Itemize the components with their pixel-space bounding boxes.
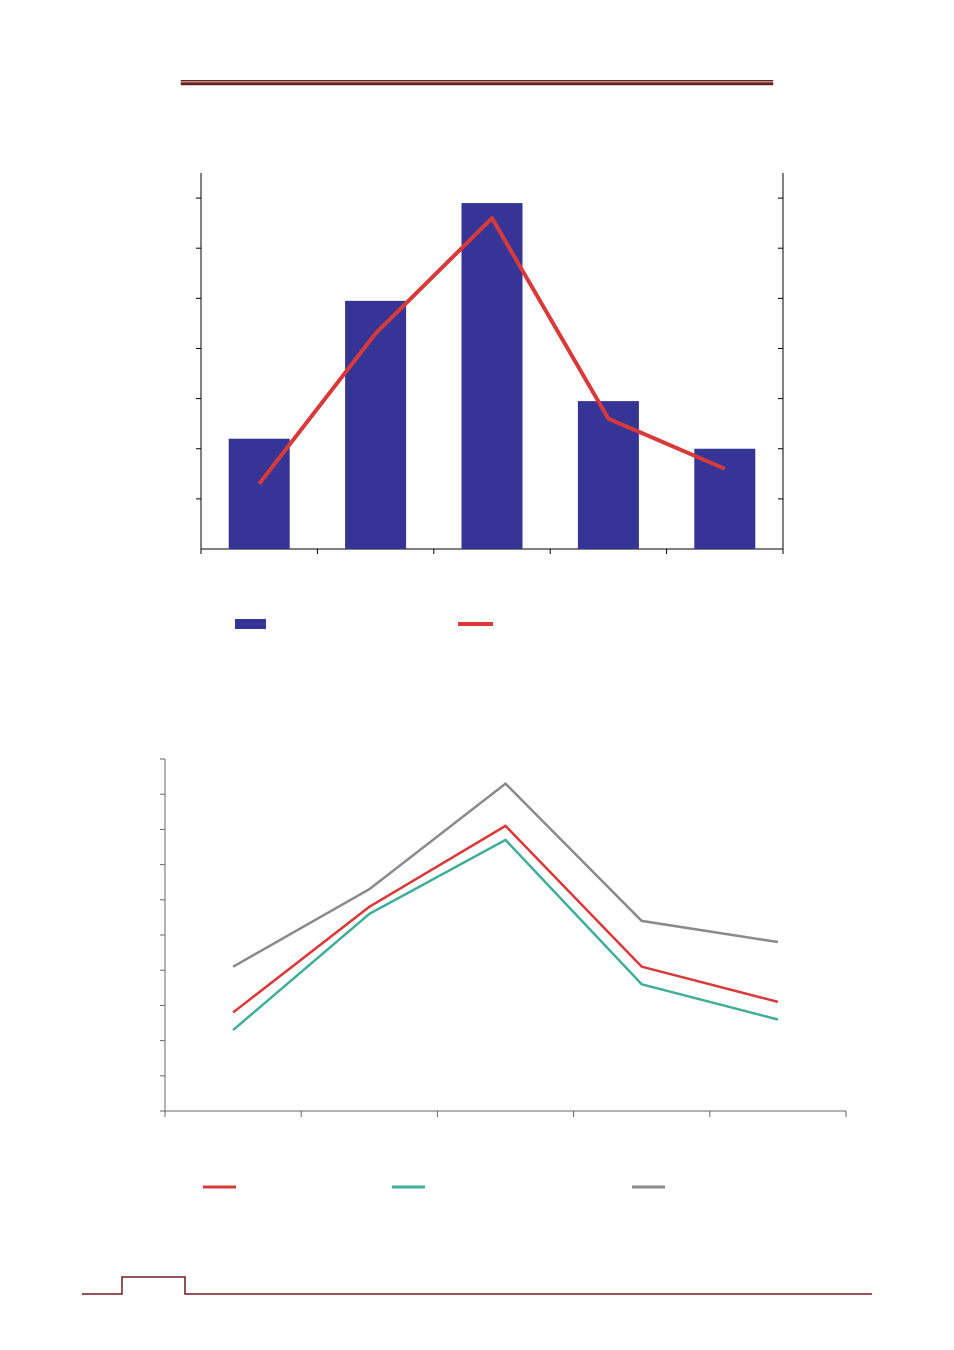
bar-line-chart xyxy=(196,173,784,629)
bar-2 xyxy=(345,300,407,549)
line-series-3 xyxy=(232,781,779,968)
bar-5 xyxy=(694,448,756,549)
multi-line-chart xyxy=(160,758,847,1189)
bar-3 xyxy=(461,203,523,549)
footer-rule xyxy=(82,1276,872,1295)
line-series-2 xyxy=(232,838,779,1031)
legend-swatch-bar xyxy=(235,619,266,629)
header-rule xyxy=(180,80,774,86)
